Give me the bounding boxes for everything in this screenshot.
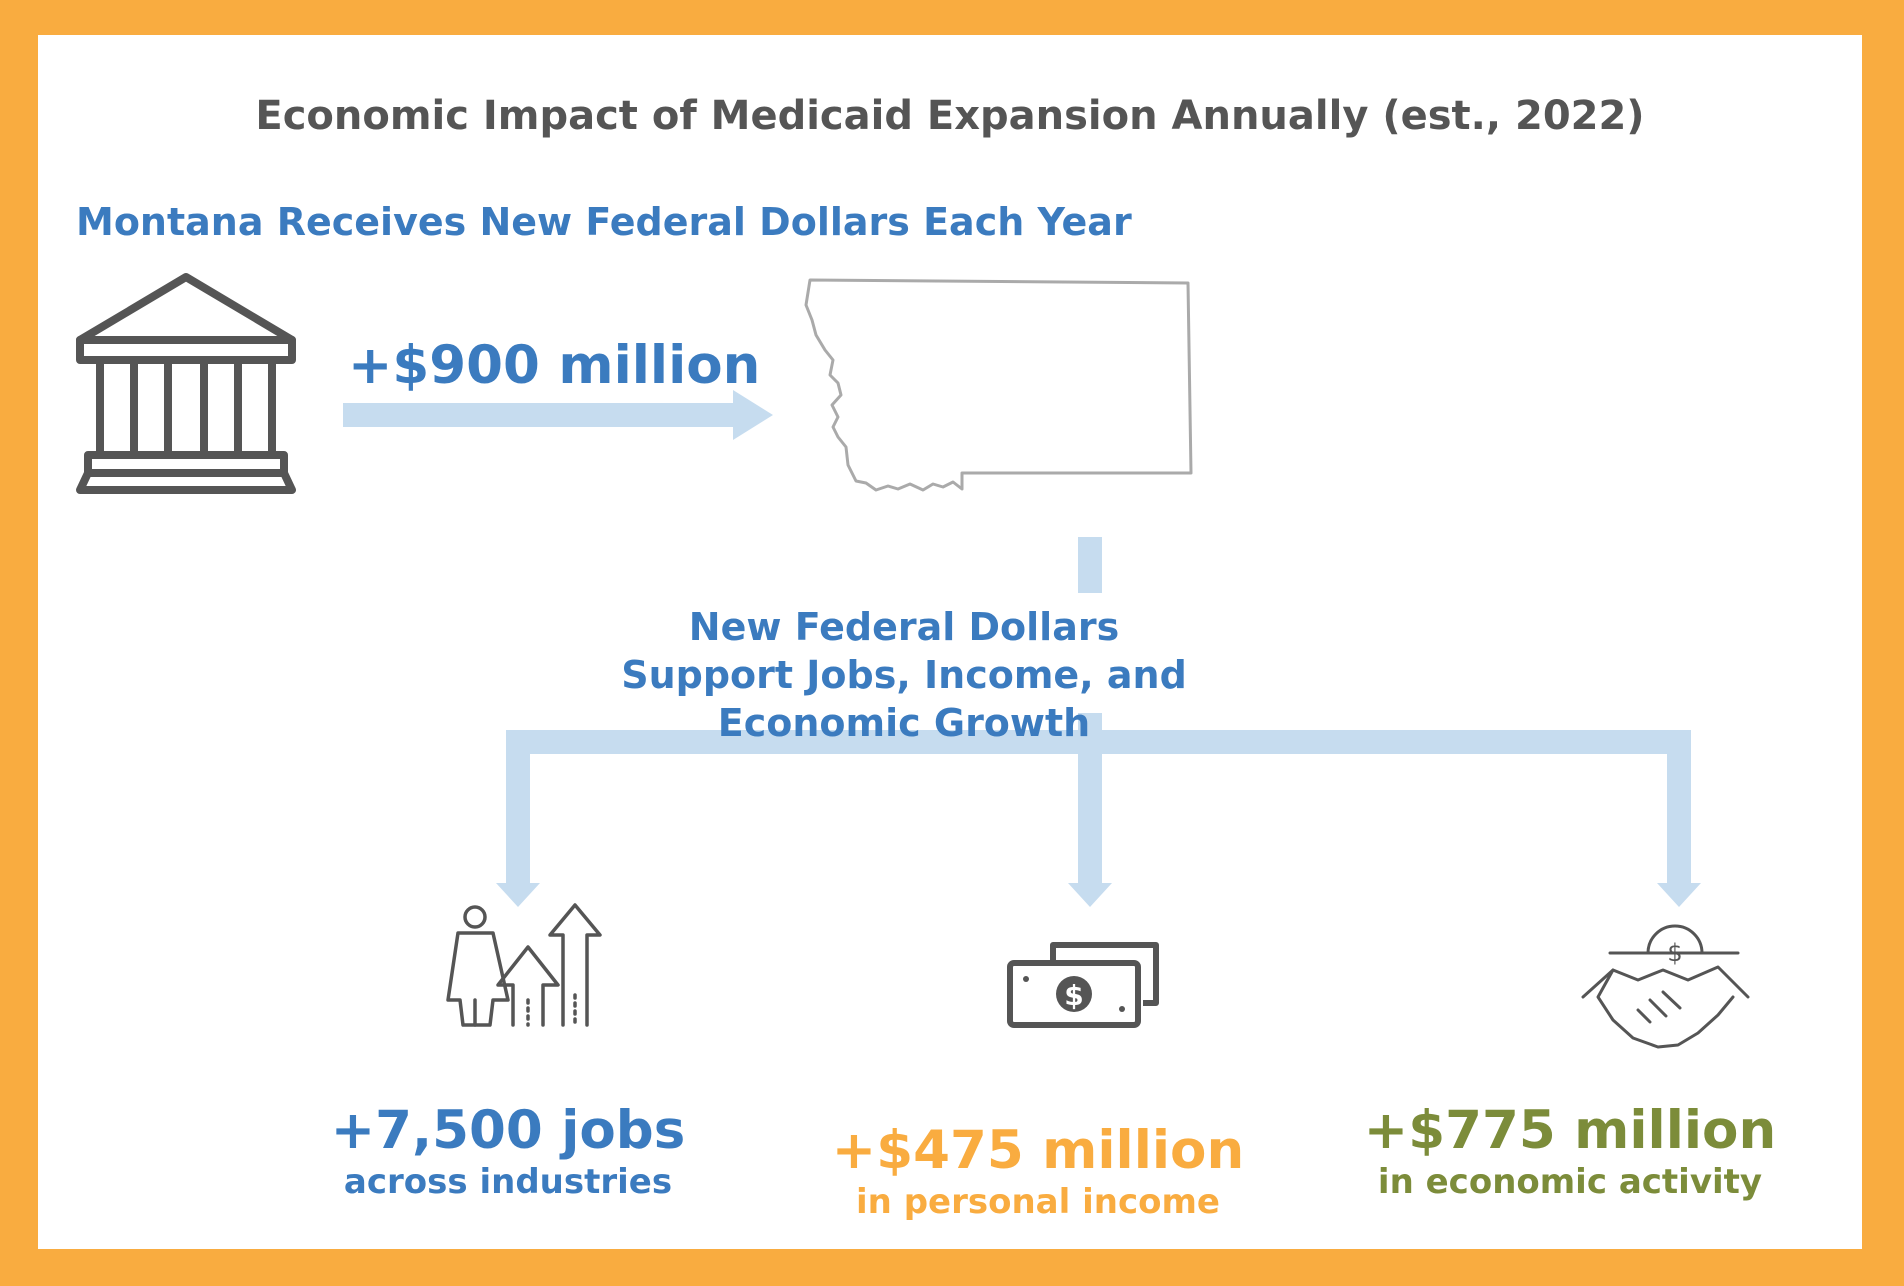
outcome-jobs: +7,500 jobs across industries [278,1100,738,1202]
distribution-arrows [496,713,1701,907]
handshake-icon: $ [1581,924,1750,1049]
svg-text:$: $ [1064,979,1083,1012]
section-heading-federal-dollars: Montana Receives New Federal Dollars Eac… [76,200,1132,244]
government-building-icon [76,273,296,494]
infographic-title: Economic Impact of Medicaid Expansion An… [255,93,1645,139]
montana-map-icon [804,278,1193,492]
infographic-card: $ $ Economic Impact of Medicaid Expansio… [38,35,1862,1249]
outcome-personal-income: +$475 million in personal income [808,1120,1268,1222]
map-down-connector [1078,537,1102,593]
jobs-growth-icon [446,903,602,1027]
outcome-personal-income-value: +$475 million [831,1120,1245,1181]
outcome-economic-activity: +$775 million in economic activity [1340,1100,1800,1202]
outcome-economic-activity-caption: in economic activity [1377,1162,1763,1202]
outcome-jobs-value: +7,500 jobs [330,1100,686,1161]
outcome-personal-income-caption: in personal income [856,1182,1220,1222]
section-heading-growth: New Federal Dollars Support Jobs, Income… [621,605,1187,745]
outcome-jobs-caption: across industries [343,1162,673,1202]
federal-amount-label: +$900 million [348,335,761,396]
diagram-graphics: $ $ [76,273,1750,1049]
outcome-economic-activity-value: +$775 million [1363,1100,1777,1161]
federal-flow-arrow [343,390,773,440]
cash-icon: $ [1007,942,1159,1028]
